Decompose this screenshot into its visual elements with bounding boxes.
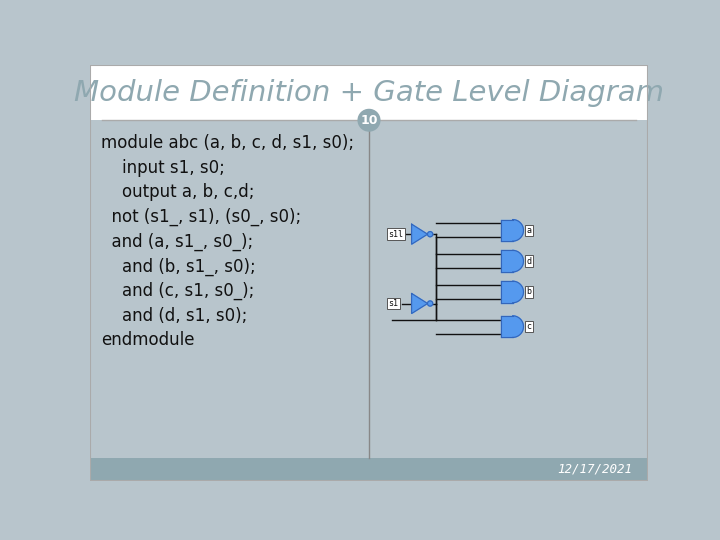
Text: and (b, s1_, s0);: and (b, s1_, s0); — [101, 257, 256, 275]
Polygon shape — [412, 224, 428, 244]
Text: not (s1_, s1), (s0_, s0);: not (s1_, s1), (s0_, s0); — [101, 208, 301, 226]
Polygon shape — [513, 281, 523, 303]
Bar — [90, 65, 648, 120]
Text: and (a, s1_, s0_);: and (a, s1_, s0_); — [101, 233, 253, 251]
Text: s1l: s1l — [388, 230, 403, 239]
Text: 12/17/2021: 12/17/2021 — [557, 463, 632, 476]
Bar — [500, 220, 513, 241]
Text: a: a — [526, 226, 531, 235]
Bar — [500, 281, 513, 303]
Polygon shape — [513, 316, 523, 338]
Text: Module Definition + Gate Level Diagram: Module Definition + Gate Level Diagram — [74, 78, 664, 106]
Text: endmodule: endmodule — [101, 331, 194, 349]
Text: output a, b, c,d;: output a, b, c,d; — [101, 184, 254, 201]
Text: module abc (a, b, c, d, s1, s0);: module abc (a, b, c, d, s1, s0); — [101, 134, 354, 152]
Circle shape — [358, 110, 380, 131]
Polygon shape — [412, 294, 428, 314]
Text: and (d, s1, s0);: and (d, s1, s0); — [101, 307, 247, 325]
Text: and (c, s1, s0_);: and (c, s1, s0_); — [101, 282, 254, 300]
Text: b: b — [526, 287, 531, 296]
Text: c: c — [526, 322, 531, 331]
Polygon shape — [513, 251, 523, 272]
Bar — [500, 316, 513, 338]
Text: s1: s1 — [388, 299, 398, 308]
Bar — [90, 457, 648, 481]
Circle shape — [428, 232, 433, 237]
Polygon shape — [513, 220, 523, 241]
Text: 10: 10 — [360, 114, 378, 127]
Circle shape — [428, 301, 433, 306]
Bar — [500, 251, 513, 272]
Text: d: d — [526, 256, 531, 266]
Text: input s1, s0;: input s1, s0; — [101, 159, 225, 177]
